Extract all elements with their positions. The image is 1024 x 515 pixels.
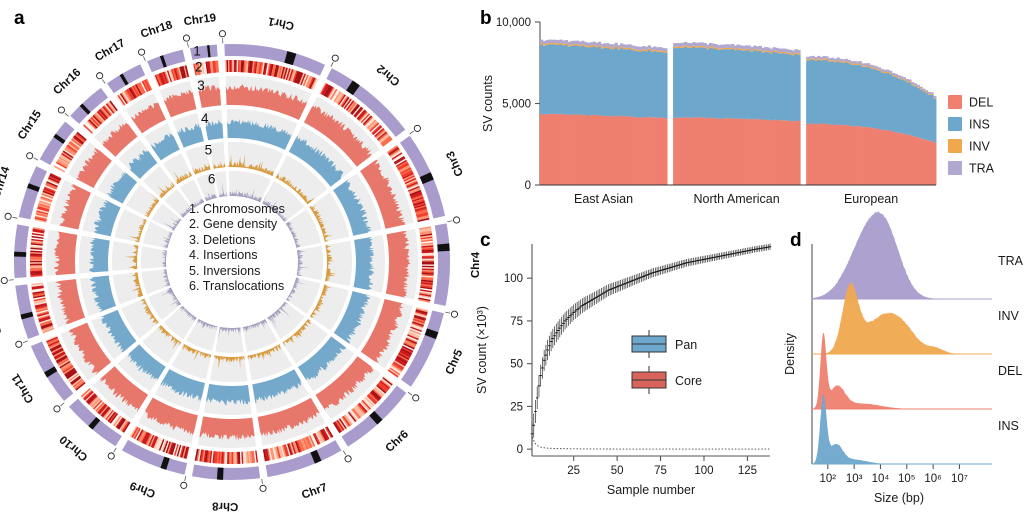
chromosome-label-chr16: Chr16 (51, 67, 83, 98)
panel-d-xtick: 10⁴ (872, 473, 890, 485)
chromosome-label-chr8: Chr8 (211, 499, 238, 512)
legend-item-2: 2. Gene density (189, 217, 278, 232)
ridge-del (812, 332, 970, 409)
ring-number-1: 1 (193, 43, 201, 58)
panel-b-ytick: 10,000 (496, 17, 531, 29)
ring-number-4: 4 (201, 111, 209, 126)
panel-c-xtick: 75 (654, 465, 667, 477)
legend-item-6: 6. Translocations (189, 279, 285, 294)
ridge-tra (812, 211, 970, 299)
circos-ring-numbers: 12 3 4 5 6 (193, 43, 215, 186)
chromosome-label-chr11: Chr11 (10, 371, 37, 405)
chromosome-label-chr4: Chr4 (470, 251, 482, 278)
panel-c-ytick: 75 (510, 316, 523, 328)
panel-b-legend-swatch (948, 117, 962, 131)
ring-number-6: 6 (208, 172, 216, 187)
panel-c-ytick: 25 (510, 401, 523, 413)
panel-a-circos: a Chr1 Chr2 Chr3 Chr4 Chr5 Chr6 Chr7 Chr8 Chr9 Ch… (0, 0, 482, 515)
chromosome-label-chr17: Chr17 (93, 37, 127, 64)
panel-b-ytick: 5,000 (502, 99, 531, 111)
circos-track-legend: 1. Chromosomes 2. Gene density 3. Deleti… (189, 202, 285, 294)
panel-b-legend-swatch (948, 95, 962, 109)
panel-c-ytick: 100 (504, 273, 523, 285)
panel-c-legend-label: Core (675, 374, 702, 388)
panel-b-legend-label: INV (969, 140, 991, 154)
ridge-label-inv: INV (998, 309, 1020, 323)
panel-c-legend-label: Pan (675, 338, 697, 352)
panel-c-ytick: 0 (517, 444, 523, 456)
panel-b-sv-counts: b 0 5,000 10,000 SV counts East Asian North A… (470, 0, 1024, 228)
panel-c-ytick: 50 (510, 359, 523, 371)
panel-b-group-label: East Asian (574, 192, 633, 206)
panel-c-ylabel: SV count (×10³) (475, 306, 489, 394)
panel-b-svg: 0 5,000 10,000 SV counts East Asian North Ame… (481, 17, 995, 206)
panel-d-svg: 10² 10³ 10⁴ 10⁵ 10⁶ 10⁷ Size (bp) Density TRA INV… (783, 211, 1024, 505)
ridge-label-ins: INS (998, 419, 1019, 433)
panel-c-xtick: 25 (567, 465, 580, 477)
panel-a-letter: a (14, 8, 25, 29)
core-curve (531, 433, 770, 450)
ring-number-2: 2 (195, 59, 203, 74)
panel-d-xtick: 10² (819, 473, 836, 485)
ridge-label-del: DEL (998, 364, 1022, 378)
ridge-inv (812, 282, 970, 354)
chromosome-label-chr7: Chr7 (300, 482, 329, 502)
panel-b-legend-label: TRA (969, 162, 995, 176)
panel-c-letter: c (480, 230, 491, 251)
panel-d-xtick: 10⁷ (951, 473, 968, 485)
panel-b-letter: b (480, 8, 492, 29)
chromosome-label-chr15: Chr15 (16, 108, 45, 142)
panel-b-group-label: European (844, 192, 898, 206)
panel-b-legend-label: INS (969, 118, 990, 132)
ridge-label-tra: TRA (998, 254, 1024, 268)
chromosome-label-chr12: Chr12 (0, 302, 4, 337)
panel-b-legend-label: DEL (969, 96, 993, 110)
ridge-ins (812, 393, 970, 464)
chromosome-label-chr9: Chr9 (128, 479, 157, 500)
panel-c-xtick: 100 (694, 465, 713, 477)
panel-b-legend-swatch (948, 161, 962, 175)
panel-c-xtick: 50 (611, 465, 624, 477)
panel-d-letter: d (790, 230, 802, 251)
legend-item-5: 5. Inversions (189, 263, 261, 278)
chromosome-label-chr1: Chr1 (267, 14, 296, 31)
panel-c-xlabel: Sample number (607, 483, 695, 497)
legend-item-4: 4. Insertions (189, 248, 258, 263)
panel-d-xlabel: Size (bp) (874, 491, 924, 505)
ring-number-5: 5 (205, 143, 213, 158)
panel-b-ylabel: SV counts (481, 75, 495, 132)
panel-c-xtick: 125 (738, 465, 757, 477)
legend-item-3: 3. Deletions (189, 232, 256, 247)
panel-d-ylabel: Density (783, 332, 797, 374)
chromosome-label-chr14: Chr14 (0, 165, 13, 200)
chromosome-label-chr2: Chr2 (375, 62, 403, 88)
panel-c-accumulation: c 0 25 50 75 100 25 50 75 100 125 Sample number SV … (470, 226, 790, 515)
chromosome-label-chr3: Chr3 (445, 149, 467, 178)
chromosome-label-chr19: Chr19 (183, 12, 217, 28)
panel-d-xtick: 10⁶ (924, 473, 942, 485)
chromosome-label-chr5: Chr5 (444, 347, 466, 376)
panel-b-group-label: North American (694, 192, 780, 206)
ring-number-3: 3 (197, 78, 205, 93)
circos-tracks (0, 30, 461, 492)
panel-c-svg: 0 25 50 75 100 25 50 75 100 125 Sample number SV co… (475, 243, 772, 497)
chromosome-label-chr10: Chr10 (58, 433, 91, 463)
panel-b-legend-swatch (948, 139, 962, 153)
panel-d-xtick: 10³ (846, 473, 863, 485)
legend-item-1: 1. Chromosomes (189, 202, 285, 216)
chromosome-label-chr18: Chr18 (139, 19, 174, 41)
panel-d-size-density: d 10² 10³ 10⁴ 10⁵ 10⁶ 10⁷ Size (bp) Density TRA I… (780, 211, 1024, 515)
panel-d-xtick: 10⁵ (898, 473, 916, 485)
circos-svg: Chr1 Chr2 Chr3 Chr4 Chr5 Chr6 Chr7 Chr8 Chr9 Chr1… (0, 12, 482, 512)
chromosome-label-chr6: Chr6 (384, 428, 411, 455)
panel-b-ytick: 0 (525, 180, 531, 192)
